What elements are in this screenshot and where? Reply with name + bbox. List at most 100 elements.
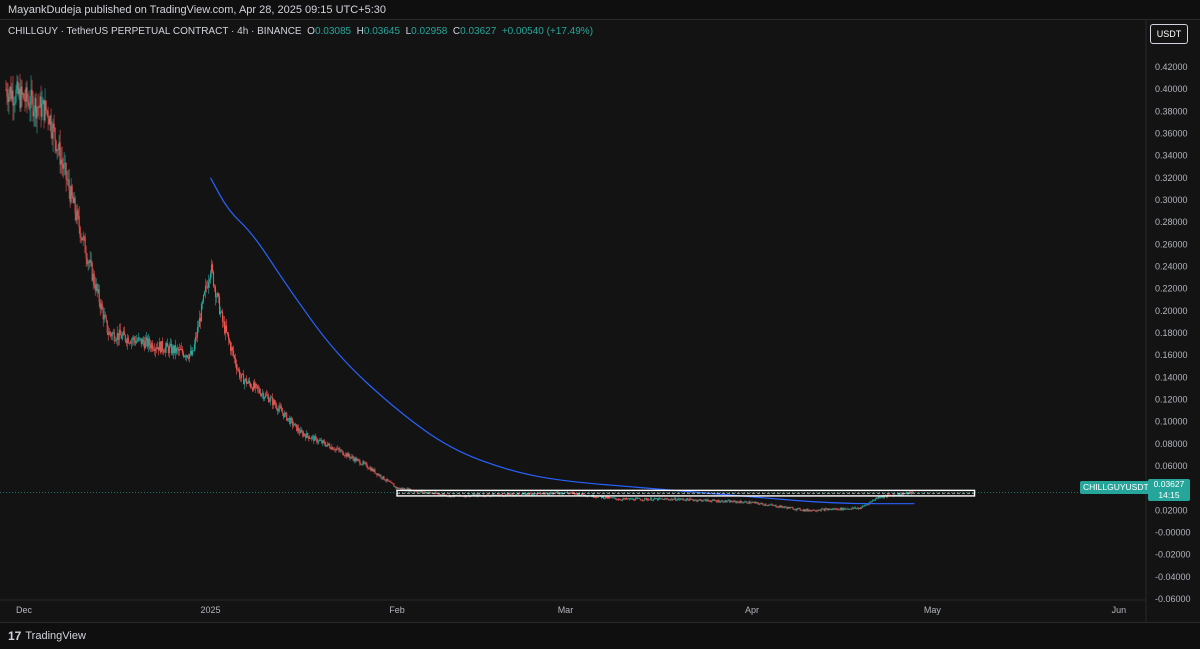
candle-body bbox=[186, 355, 188, 358]
candle-body bbox=[395, 486, 397, 489]
tradingview-logo[interactable]: 17 TradingView bbox=[8, 629, 86, 643]
currency-button[interactable]: USDT bbox=[1150, 24, 1188, 44]
candle-body bbox=[347, 453, 349, 457]
candle-body bbox=[210, 264, 213, 273]
candle-body bbox=[603, 496, 605, 499]
candle-body bbox=[797, 508, 799, 509]
candle-body bbox=[319, 440, 321, 441]
candle-body bbox=[506, 493, 508, 495]
candle-body bbox=[45, 100, 47, 111]
candle-body bbox=[394, 486, 396, 488]
candle-body bbox=[854, 507, 856, 509]
chart-area[interactable]: 0.42000 0.40000 0.38000 0.36000 0.34000 0.320… bbox=[0, 20, 1200, 622]
candle-body bbox=[656, 498, 658, 500]
candle-body bbox=[780, 505, 782, 508]
candle-body bbox=[387, 479, 389, 481]
candle-body bbox=[863, 505, 865, 507]
candle-body bbox=[290, 418, 292, 424]
candle-body bbox=[51, 132, 53, 139]
candle-body bbox=[750, 502, 752, 504]
candle-body bbox=[284, 413, 286, 418]
candle-body bbox=[856, 507, 858, 509]
symbol-legend: CHILLGUY · TetherUS PERPETUAL CONTRACT ·… bbox=[8, 26, 593, 37]
candle-body bbox=[544, 493, 546, 494]
candle-body bbox=[700, 499, 702, 501]
candle-body bbox=[199, 317, 202, 322]
candle-body bbox=[67, 179, 69, 181]
candle-body bbox=[877, 496, 879, 499]
candle-body bbox=[836, 508, 838, 510]
candle-body bbox=[71, 185, 73, 197]
candle-body bbox=[820, 509, 822, 511]
candle-body bbox=[320, 440, 322, 442]
y-tick-label: 0.34000 bbox=[1155, 151, 1188, 161]
published-text: MayankDudeja published on TradingView.co… bbox=[8, 4, 387, 16]
candle-body bbox=[768, 504, 770, 506]
candle-body bbox=[122, 331, 124, 336]
y-tick-label: 0.42000 bbox=[1155, 62, 1188, 72]
candle-body bbox=[776, 506, 778, 508]
candle-body bbox=[662, 498, 664, 500]
candle-body bbox=[311, 436, 313, 439]
candle-body bbox=[207, 282, 210, 288]
candle-body bbox=[872, 500, 874, 502]
candle-body bbox=[437, 493, 439, 495]
candle-body bbox=[619, 499, 621, 501]
candle-body bbox=[218, 296, 221, 315]
candle-body bbox=[389, 481, 391, 483]
candle-body bbox=[202, 294, 205, 302]
candle-body bbox=[430, 492, 432, 494]
candle-body bbox=[534, 493, 536, 494]
candle-body bbox=[175, 347, 177, 353]
candle-body bbox=[636, 498, 638, 499]
candle-body bbox=[285, 412, 287, 414]
candle-body bbox=[354, 457, 356, 462]
candle-body bbox=[627, 498, 629, 500]
candle-body bbox=[783, 507, 785, 508]
candle-body bbox=[606, 496, 608, 499]
candle-body bbox=[332, 446, 334, 450]
candle-body bbox=[333, 449, 335, 451]
candle-body bbox=[542, 493, 544, 494]
candle-body bbox=[31, 89, 33, 97]
candle-body bbox=[381, 477, 383, 479]
candle-body bbox=[79, 227, 81, 238]
candle-body bbox=[374, 469, 376, 474]
y-tick-label: 0.06000 bbox=[1155, 461, 1188, 471]
y-tick-label: 0.38000 bbox=[1155, 106, 1188, 116]
candle-body bbox=[348, 453, 350, 457]
candle-body bbox=[172, 346, 174, 354]
candle-body bbox=[393, 484, 395, 487]
candle-body bbox=[205, 285, 208, 287]
candle-body bbox=[201, 301, 204, 305]
candle-body bbox=[232, 347, 234, 351]
candle-body bbox=[99, 302, 101, 309]
candle-body bbox=[28, 102, 30, 109]
candle-body bbox=[298, 427, 300, 432]
candle-body bbox=[156, 347, 158, 349]
candle-body bbox=[254, 382, 256, 388]
candle-body bbox=[741, 502, 743, 503]
candle-body bbox=[746, 501, 748, 504]
price-chart[interactable]: 0.42000 0.40000 0.38000 0.36000 0.34000 0.320… bbox=[0, 20, 1200, 622]
candle-body bbox=[541, 493, 543, 494]
candle-body bbox=[288, 418, 290, 419]
candle-body bbox=[414, 490, 416, 492]
candle-body bbox=[108, 331, 110, 335]
candle-body bbox=[255, 383, 257, 388]
candle-body bbox=[738, 502, 740, 504]
candle-body bbox=[527, 494, 529, 496]
candle-body bbox=[897, 493, 899, 496]
candle-body bbox=[30, 89, 32, 109]
candle-body bbox=[403, 488, 405, 490]
candle-body bbox=[70, 185, 72, 203]
candle-body bbox=[664, 498, 666, 500]
candle-body bbox=[531, 494, 533, 496]
y-tick-label: 0.30000 bbox=[1155, 195, 1188, 205]
candle-body bbox=[258, 388, 260, 390]
candle-body bbox=[280, 406, 282, 409]
candle-body bbox=[764, 504, 766, 506]
candle-body bbox=[420, 490, 422, 492]
candle-body bbox=[276, 405, 278, 410]
x-tick-label: Dec bbox=[16, 605, 33, 615]
